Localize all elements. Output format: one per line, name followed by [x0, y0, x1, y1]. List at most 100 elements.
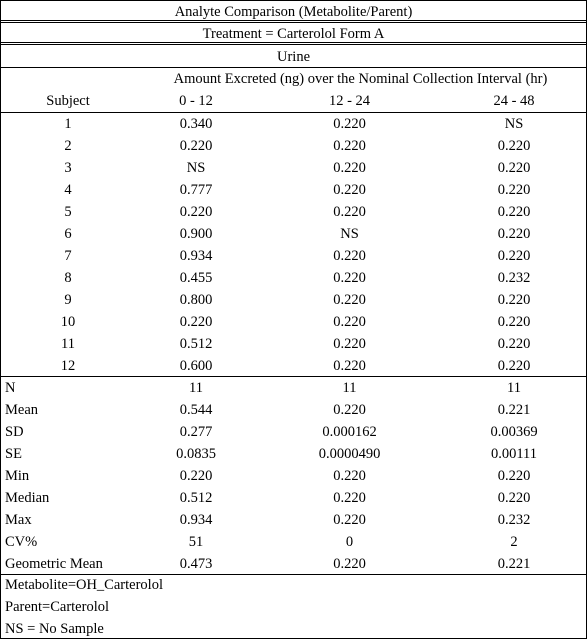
table-row: 1 0.340 0.220 NS	[1, 113, 586, 135]
subject-id: 6	[64, 226, 72, 242]
value-0-12: 0.220	[179, 204, 213, 220]
stat-value-0-12: 0.220	[179, 468, 213, 484]
table-row: 7 0.934 0.220 0.220	[1, 245, 586, 267]
value-24-48: 0.232	[497, 270, 531, 286]
value-0-12: 0.512	[179, 336, 213, 352]
value-24-48: 0.220	[497, 358, 531, 374]
stat-label: Max	[5, 512, 32, 528]
stat-row: SE 0.0835 0.0000490 0.00111	[1, 443, 586, 465]
stat-value-24-48: 0.00369	[490, 424, 538, 440]
stat-value-24-48: 0.221	[497, 402, 531, 418]
subject-id: 5	[64, 204, 72, 220]
value-24-48: NS	[504, 116, 524, 132]
divider	[1, 574, 586, 575]
stat-value-0-12: 0.277	[179, 424, 213, 440]
stat-label: SD	[5, 424, 24, 440]
table-row: 10 0.220 0.220 0.220	[1, 311, 586, 333]
stat-value-0-12: 0.512	[179, 490, 213, 506]
table-row: 2 0.220 0.220 0.220	[1, 135, 586, 157]
value-12-24: NS	[340, 226, 359, 242]
stat-value-12-24: 0	[345, 534, 354, 550]
footnote-metabolite: Metabolite=OH_Carterolol	[5, 577, 163, 593]
subject-id: 12	[60, 358, 76, 374]
stat-label: Geometric Mean	[5, 556, 103, 572]
value-0-12: 0.777	[179, 182, 213, 198]
divider	[1, 20, 586, 23]
value-24-48: 0.220	[497, 226, 531, 242]
subject-id: 1	[64, 116, 72, 132]
stat-row: Geometric Mean 0.473 0.220 0.221	[1, 553, 586, 575]
subject-id: 2	[64, 138, 72, 154]
footnote-ns: NS = No Sample	[5, 621, 104, 637]
table-row: 6 0.900 NS 0.220	[1, 223, 586, 245]
matrix-row: Urine	[1, 46, 586, 68]
value-12-24: 0.220	[333, 182, 366, 198]
stat-label: Median	[5, 490, 50, 506]
footnote-row: Parent=Carterolol	[1, 596, 586, 618]
divider	[1, 112, 586, 113]
value-12-24: 0.220	[333, 336, 366, 352]
table-row: 8 0.455 0.220 0.232	[1, 267, 586, 289]
subject-column-header: Subject	[46, 93, 90, 109]
value-0-12: 0.220	[179, 314, 213, 330]
treatment-row: Treatment = Carterolol Form A	[1, 23, 586, 45]
subject-id: 9	[64, 292, 72, 308]
stat-label: Mean	[5, 402, 39, 418]
value-24-48: 0.220	[497, 336, 531, 352]
stat-value-24-48: 11	[507, 380, 521, 396]
table-row: 9 0.800 0.220 0.220	[1, 289, 586, 311]
stat-value-12-24: 0.220	[333, 402, 366, 418]
subject-id: 11	[61, 336, 75, 352]
value-12-24: 0.220	[333, 358, 366, 374]
measure-row: Amount Excreted (ng) over the Nominal Co…	[1, 68, 586, 90]
measure-label: Amount Excreted (ng) over the Nominal Co…	[173, 71, 548, 87]
value-24-48: 0.220	[497, 138, 531, 154]
stat-value-12-24: 0.220	[333, 468, 366, 484]
divider	[1, 67, 586, 68]
value-12-24: 0.220	[333, 248, 366, 264]
stat-value-12-24: 0.0000490	[318, 446, 381, 462]
subject-id: 8	[64, 270, 72, 286]
value-12-24: 0.220	[333, 270, 366, 286]
value-12-24: 0.220	[333, 314, 366, 330]
interval-24-48-header: 24 - 48	[493, 93, 535, 109]
table-row: 5 0.220 0.220 0.220	[1, 201, 586, 223]
stat-value-12-24: 0.220	[333, 490, 366, 506]
footnote-row: NS = No Sample	[1, 618, 586, 640]
stat-label: SE	[5, 446, 22, 462]
value-0-12: 0.800	[179, 292, 213, 308]
subject-id: 3	[64, 160, 72, 176]
stat-value-24-48: 0.220	[497, 468, 531, 484]
subject-id: 10	[60, 314, 76, 330]
stat-value-24-48: 0.232	[497, 512, 531, 528]
treatment-label: Treatment = Carterolol Form A	[202, 26, 385, 42]
stat-label: N	[5, 380, 16, 396]
divider	[1, 376, 586, 377]
stat-row: Mean 0.544 0.220 0.221	[1, 399, 586, 421]
stat-row: N 11 11 11	[1, 377, 586, 399]
subject-id: 4	[64, 182, 72, 198]
stat-value-24-48: 0.221	[497, 556, 531, 572]
stat-value-12-24: 0.220	[333, 556, 366, 572]
matrix-label: Urine	[276, 49, 310, 65]
divider	[1, 42, 586, 45]
stat-row: Min 0.220 0.220 0.220	[1, 465, 586, 487]
value-12-24: 0.220	[333, 116, 366, 132]
value-0-12: NS	[186, 160, 206, 176]
stat-value-0-12: 51	[188, 534, 204, 550]
value-12-24: 0.220	[333, 138, 366, 154]
stat-row: Median 0.512 0.220 0.220	[1, 487, 586, 509]
stat-value-0-12: 0.473	[179, 556, 213, 572]
stat-value-0-12: 0.0835	[176, 446, 216, 462]
value-0-12: 0.600	[179, 358, 213, 374]
stat-value-0-12: 0.544	[179, 402, 213, 418]
stat-label: Min	[5, 468, 30, 484]
stat-value-0-12: 0.934	[179, 512, 213, 528]
value-24-48: 0.220	[497, 248, 531, 264]
stat-row: SD 0.277 0.000162 0.00369	[1, 421, 586, 443]
stat-value-12-24: 0.220	[333, 512, 366, 528]
stat-value-12-24: 0.000162	[322, 424, 377, 440]
table-title: Analyte Comparison (Metabolite/Parent)	[174, 4, 413, 20]
value-12-24: 0.220	[333, 292, 366, 308]
